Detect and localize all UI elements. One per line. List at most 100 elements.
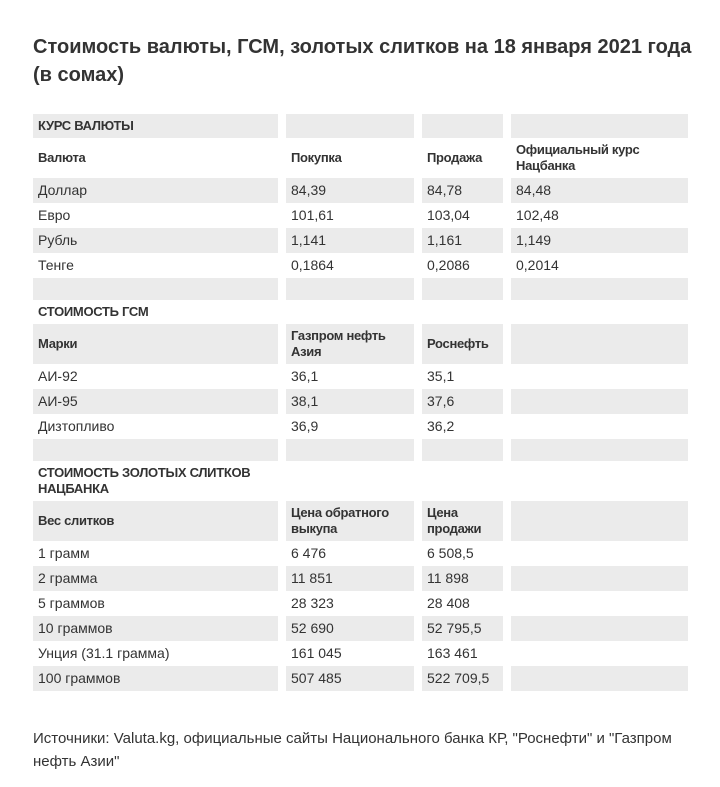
- header-row: Валюта Покупка Продажа Официальный курс Нац…: [33, 138, 687, 178]
- data-row: Унция (31.1 грамма) 161 045 163 461: [33, 641, 687, 666]
- section-title: СТОИМОСТЬ ГСМ: [38, 304, 149, 319]
- cell-value: 6 476: [291, 545, 327, 561]
- spacer-cell: [286, 278, 414, 300]
- section-row: СТОИМОСТЬ ЗОЛОТЫХ СЛИТКОВ НАЦБАНКА: [33, 461, 687, 501]
- column-header: Официальный курс Нацбанка: [516, 142, 640, 173]
- spacer-cell: [511, 439, 688, 461]
- row-label: Унция (31.1 грамма): [38, 645, 170, 661]
- row-label: АИ-92: [38, 368, 78, 384]
- column-header: Роснефть: [422, 324, 503, 364]
- spacer-cell: [286, 439, 414, 461]
- sources-footer: Источники: Valuta.kg, официальные сайты …: [33, 730, 672, 770]
- cell-value: 36,2: [427, 418, 455, 434]
- cell-value: 28 408: [427, 595, 470, 611]
- data-row: 1 грамм 6 476 6 508,5: [33, 541, 687, 566]
- cell-value: [511, 414, 688, 439]
- section-cell: [422, 461, 503, 501]
- data-row: АИ-95 38,1 37,6: [33, 389, 688, 414]
- cell-value: 11 851: [286, 566, 414, 591]
- cell-value: 522 709,5: [422, 666, 503, 691]
- cell-value: [511, 616, 688, 641]
- cell-value: 0,2086: [427, 257, 470, 273]
- spacer-cell: [33, 439, 278, 461]
- row-label: Доллар: [33, 178, 278, 203]
- cell-value: 36,9: [291, 418, 319, 434]
- price-tables: КУРС ВАЛЮТЫ Валюта Покупка Продажа Официальн…: [33, 114, 688, 691]
- data-row: Доллар 84,39 84,78 84,48: [33, 178, 688, 203]
- data-row: АИ-92 36,1 35,1: [33, 364, 687, 389]
- row-label: Евро: [38, 207, 71, 223]
- row-label: 1 грамм: [38, 545, 90, 561]
- cell-value: [511, 389, 688, 414]
- cell-value: 36,1: [291, 368, 319, 384]
- cell-value: 0,2014: [516, 257, 559, 273]
- spacer-cell: [422, 278, 503, 300]
- data-row: 5 граммов 28 323 28 408: [33, 591, 687, 616]
- cell-value: 38,1: [286, 389, 414, 414]
- column-header: Продажа: [427, 150, 483, 165]
- cell-value: 102,48: [516, 207, 559, 223]
- cell-value: 84,78: [422, 178, 503, 203]
- cell-value: [511, 591, 688, 616]
- section-row: КУРС ВАЛЮТЫ: [33, 114, 688, 138]
- cell-value: 163 461: [427, 645, 478, 661]
- section-cell: [422, 114, 503, 138]
- cell-value: 103,04: [427, 207, 470, 223]
- section-title: КУРС ВАЛЮТЫ: [33, 114, 278, 138]
- data-row: Рубль 1,141 1,161 1,149: [33, 228, 688, 253]
- spacer-row: [33, 278, 688, 300]
- page-title: Стоимость валюты, ГСМ, золотых слитков н…: [33, 33, 703, 89]
- cell-value: 0,1864: [291, 257, 334, 273]
- cell-value: [511, 666, 688, 691]
- data-row: 100 граммов 507 485 522 709,5: [33, 666, 688, 691]
- section-cell: [511, 461, 688, 501]
- section-cell: [286, 114, 414, 138]
- cell-value: 1,141: [286, 228, 414, 253]
- cell-value: [511, 566, 688, 591]
- cell-value: 37,6: [422, 389, 503, 414]
- cell-value: 101,61: [291, 207, 334, 223]
- row-label: Рубль: [33, 228, 278, 253]
- header-row: Вес слитков Цена обратного выкупа Цена про…: [33, 501, 688, 541]
- column-header: Покупка: [291, 150, 342, 165]
- data-row: Евро 101,61 103,04 102,48: [33, 203, 687, 228]
- section-cell: [286, 300, 414, 324]
- section-cell: [286, 461, 414, 501]
- row-label: Тенге: [38, 257, 74, 273]
- row-label: АИ-95: [33, 389, 278, 414]
- cell-value: 1,149: [511, 228, 688, 253]
- column-header: Валюта: [38, 150, 86, 165]
- section-cell: [511, 300, 688, 324]
- row-label: Дизтопливо: [38, 418, 115, 434]
- spacer-cell: [511, 278, 688, 300]
- cell-value: [511, 641, 688, 666]
- column-header: Марки: [33, 324, 278, 364]
- data-row: Тенге 0,1864 0,2086 0,2014: [33, 253, 687, 278]
- spacer-cell: [422, 439, 503, 461]
- cell-value: 84,39: [286, 178, 414, 203]
- cell-value: [511, 364, 688, 389]
- cell-value: 1,161: [422, 228, 503, 253]
- column-header: Цена обратного выкупа: [286, 501, 414, 541]
- cell-value: 6 508,5: [427, 545, 474, 561]
- data-row: Дизтопливо 36,9 36,2: [33, 414, 687, 439]
- spacer-row: [33, 439, 688, 461]
- cell-value: 507 485: [286, 666, 414, 691]
- column-header: Вес слитков: [33, 501, 278, 541]
- cell-value: 52 795,5: [422, 616, 503, 641]
- data-row: 10 граммов 52 690 52 795,5: [33, 616, 688, 641]
- row-label: 100 граммов: [33, 666, 278, 691]
- section-cell: [511, 114, 688, 138]
- cell-value: 35,1: [427, 368, 455, 384]
- row-label: 5 граммов: [38, 595, 105, 611]
- column-header: [511, 501, 688, 541]
- cell-value: 161 045: [291, 645, 342, 661]
- section-cell: [422, 300, 503, 324]
- column-header: Газпром нефть Азия: [286, 324, 414, 364]
- cell-value: 52 690: [286, 616, 414, 641]
- cell-value: 28 323: [291, 595, 334, 611]
- column-header: [511, 324, 688, 364]
- row-label: 2 грамма: [33, 566, 278, 591]
- page-title-line1: Стоимость валюты, ГСМ, золотых слитков н…: [33, 36, 692, 58]
